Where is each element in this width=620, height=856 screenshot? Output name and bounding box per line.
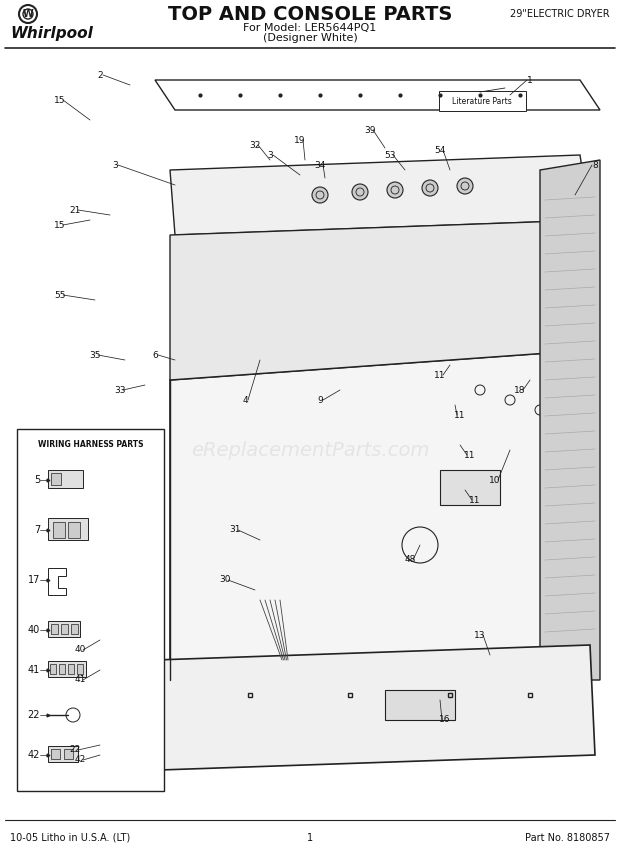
Text: eReplacementParts.com: eReplacementParts.com [191,441,429,460]
Bar [48,518,88,540]
Polygon shape [155,645,595,770]
Polygon shape [170,350,590,680]
Bar [71,624,78,634]
Text: 11: 11 [464,450,476,460]
Text: 6: 6 [152,350,158,360]
Bar [48,661,86,677]
Text: 29"ELECTRIC DRYER: 29"ELECTRIC DRYER [510,9,610,19]
Text: 1: 1 [527,75,533,85]
Text: 30: 30 [219,575,231,585]
FancyBboxPatch shape [17,429,164,791]
Bar [53,522,65,538]
Text: 35: 35 [89,350,100,360]
Text: 34: 34 [314,161,326,169]
Text: 1: 1 [307,833,313,843]
Text: 4: 4 [242,395,248,405]
Text: 53: 53 [384,151,396,159]
Bar [59,664,65,674]
Text: 5: 5 [33,475,40,485]
Polygon shape [540,160,600,680]
Text: (Designer White): (Designer White) [263,33,357,43]
Text: W: W [22,9,33,19]
Text: 8: 8 [592,161,598,169]
Bar [61,624,68,634]
Text: 15: 15 [55,96,66,104]
Bar [385,690,455,720]
Bar [77,664,83,674]
Text: 10-05 Litho in U.S.A. (LT): 10-05 Litho in U.S.A. (LT) [10,833,130,843]
Bar [51,473,61,485]
Text: 3: 3 [112,161,118,169]
Text: 17: 17 [28,575,40,585]
Bar [68,664,74,674]
Text: 22: 22 [69,746,81,754]
Text: 11: 11 [469,496,481,504]
Text: 42: 42 [28,750,40,760]
Text: 22: 22 [27,710,40,720]
Text: 11: 11 [434,371,446,379]
Text: 32: 32 [249,140,260,150]
Polygon shape [170,220,590,380]
Bar [68,522,80,538]
Bar [48,746,78,762]
Text: Literature Parts: Literature Parts [452,97,512,105]
Polygon shape [170,155,590,235]
Text: For Model: LER5644PQ1: For Model: LER5644PQ1 [244,23,376,33]
Bar [51,624,58,634]
Text: 39: 39 [365,126,376,134]
Bar [48,621,80,637]
Circle shape [352,184,368,200]
Text: Whirlpool: Whirlpool [10,26,93,41]
Text: 2: 2 [97,70,103,80]
Text: 18: 18 [514,385,526,395]
Text: 3: 3 [267,151,273,159]
Text: 19: 19 [294,135,306,145]
Text: 31: 31 [229,526,241,534]
Circle shape [422,180,438,196]
Text: 13: 13 [474,631,485,639]
Bar [440,470,500,505]
Bar [64,749,73,759]
Text: 42: 42 [74,756,86,764]
Text: 7: 7 [33,525,40,535]
Text: 41: 41 [28,665,40,675]
Text: 9: 9 [317,395,323,405]
Text: 40: 40 [74,645,86,655]
Text: 40: 40 [28,625,40,635]
Text: WIRING HARNESS PARTS: WIRING HARNESS PARTS [38,439,143,449]
Text: 21: 21 [69,205,81,215]
FancyBboxPatch shape [439,91,526,111]
Text: 41: 41 [74,675,86,685]
Circle shape [312,187,328,203]
Text: 54: 54 [435,146,446,154]
Text: 33: 33 [114,385,126,395]
Text: Part No. 8180857: Part No. 8180857 [525,833,610,843]
Text: 10: 10 [489,475,501,484]
Bar [51,749,60,759]
Text: 11: 11 [454,411,466,419]
Text: TOP AND CONSOLE PARTS: TOP AND CONSOLE PARTS [168,4,452,23]
Text: 48: 48 [404,556,415,564]
Bar [50,664,56,674]
Text: 55: 55 [55,290,66,300]
Bar [48,470,83,488]
Circle shape [457,178,473,194]
Circle shape [387,182,403,198]
Text: 16: 16 [439,716,451,724]
Text: 15: 15 [55,221,66,229]
